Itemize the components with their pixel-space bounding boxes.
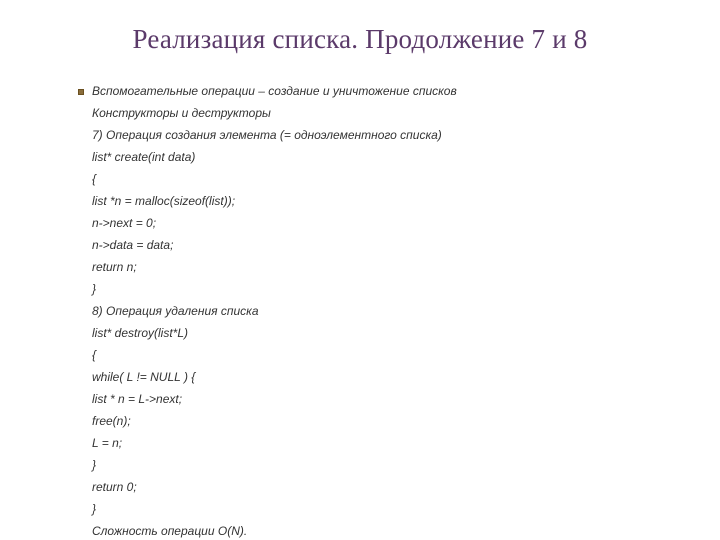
body-line: return 0; bbox=[92, 481, 690, 493]
body-line: list* create(int data) bbox=[92, 151, 690, 163]
body-line: free(n); bbox=[92, 415, 690, 427]
slide-title: Реализация списка. Продолжение 7 и 8 bbox=[0, 24, 720, 55]
body-line: Вспомогательные операции – создание и ун… bbox=[92, 85, 690, 97]
body-line: list *n = malloc(sizeof(list)); bbox=[92, 195, 690, 207]
body-line: 7) Операция создания элемента (= одноэле… bbox=[92, 129, 690, 141]
body-line: 8) Операция удаления списка bbox=[92, 305, 690, 317]
body-line: } bbox=[92, 283, 690, 295]
body-line: while( L != NULL ) { bbox=[92, 371, 690, 383]
body-line: return n; bbox=[92, 261, 690, 273]
body-line: n->data = data; bbox=[92, 239, 690, 251]
body-line: n->next = 0; bbox=[92, 217, 690, 229]
body-line: list * n = L->next; bbox=[92, 393, 690, 405]
slide-body: Вспомогательные операции – создание и ун… bbox=[0, 85, 720, 537]
body-line: { bbox=[92, 349, 690, 361]
body-line: { bbox=[92, 173, 690, 185]
body-line: Сложность операции O(N). bbox=[92, 525, 690, 537]
slide: Реализация списка. Продолжение 7 и 8 Всп… bbox=[0, 0, 720, 540]
body-line: } bbox=[92, 503, 690, 515]
body-line: list* destroy(list*L) bbox=[92, 327, 690, 339]
body-line: } bbox=[92, 459, 690, 471]
body-line: Конструкторы и деструкторы bbox=[92, 107, 690, 119]
body-line: L = n; bbox=[92, 437, 690, 449]
